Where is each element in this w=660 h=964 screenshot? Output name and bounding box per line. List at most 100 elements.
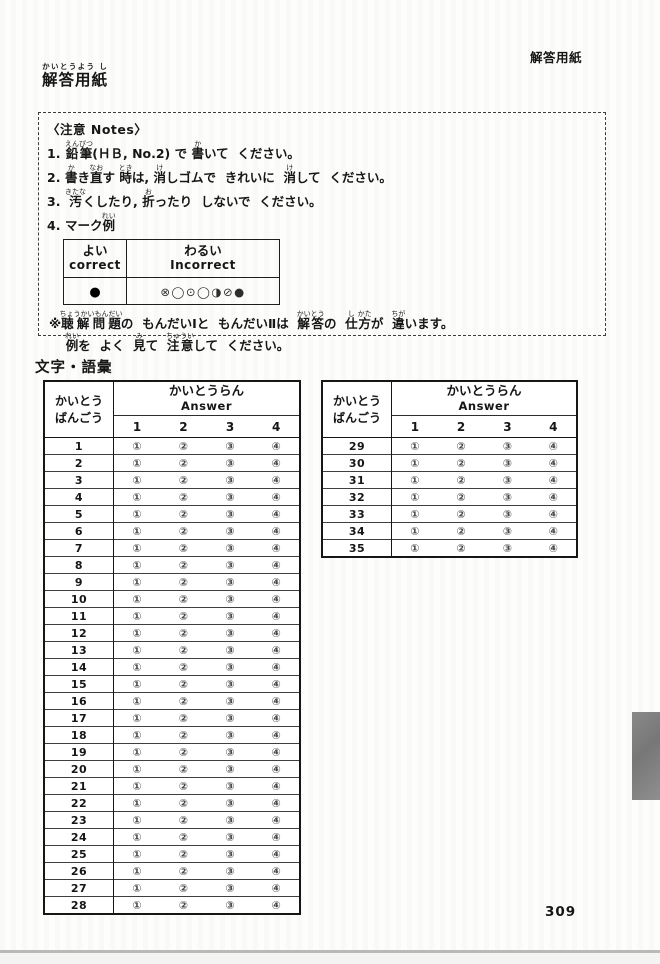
choice-bubble: ④ <box>253 641 300 659</box>
choice-bubble: ① <box>113 675 161 693</box>
choice-col-header: 1 <box>391 415 438 438</box>
note-item-number: 4. <box>47 218 61 234</box>
choice-bubble: ③ <box>206 760 254 778</box>
choice-bubble: ② <box>160 488 207 506</box>
answer-row-number: 27 <box>44 879 114 897</box>
choice-bubble: ② <box>160 641 207 659</box>
note-item: 1. 鉛筆えんぴつ(ＨＢ, No.2) で 書かいて ください。 <box>47 140 595 163</box>
choice-bubble: ① <box>391 471 438 489</box>
choice-bubble: ① <box>113 539 161 557</box>
answer-row: 22 ① ② ③ ④ <box>44 794 300 812</box>
choice-bubble: ① <box>391 488 438 506</box>
choice-bubble: ④ <box>253 675 300 693</box>
answer-row-number: 23 <box>44 811 114 829</box>
choice-bubble: ① <box>113 590 161 608</box>
answer-row-number: 26 <box>44 862 114 880</box>
answer-row: 21 ① ② ③ ④ <box>44 777 300 795</box>
choice-bubble: ① <box>113 573 161 591</box>
answer-row: 29 ① ② ③ ④ <box>322 437 577 455</box>
bad-mark-glyph: ⊗ <box>160 285 172 299</box>
choice-bubble: ④ <box>253 573 300 591</box>
choice-bubble: ③ <box>206 743 254 761</box>
choice-bubble: ② <box>160 556 207 574</box>
page-edge-index-tab <box>632 712 660 800</box>
choice-bubble: ① <box>113 845 161 863</box>
footnote-line: ※聴解問題ちょうかいもんだいの もんだいⅠと もんだいⅡは 解答かいとうの 仕し… <box>49 309 454 331</box>
choice-bubble: ② <box>160 896 207 914</box>
note-item-number: 1. <box>47 146 61 161</box>
mark-bad-examples: ⊗◯⊙◯◑⊘● <box>126 276 280 305</box>
choice-bubble: ③ <box>484 471 531 489</box>
choice-bubble: ④ <box>253 658 300 676</box>
choice-bubble: ③ <box>484 539 531 557</box>
choice-bubble: ① <box>113 811 161 829</box>
choice-bubble: ③ <box>206 488 254 506</box>
choice-bubble: ① <box>391 454 438 472</box>
choice-bubble: ① <box>391 522 438 540</box>
answer-row-number: 29 <box>322 437 392 455</box>
answer-row: 15 ① ② ③ ④ <box>44 675 300 693</box>
answer-row-number: 2 <box>44 454 114 472</box>
answer-row: 25 ① ② ③ ④ <box>44 845 300 863</box>
choice-bubble: ③ <box>502 439 513 453</box>
choice-bubble: ④ <box>253 828 300 846</box>
choice-bubble: ① <box>113 641 161 659</box>
ruby-word: 直なお <box>89 164 104 186</box>
answer-row: 1 ① ② ③ ④ <box>44 437 300 455</box>
choice-bubble: ② <box>160 828 207 846</box>
ruby-word: 鉛筆えんぴつ <box>65 140 93 162</box>
bad-mark-glyph: ◯ <box>171 285 186 299</box>
choice-col-header: 4 <box>253 415 300 438</box>
choice-bubble: ① <box>113 658 161 676</box>
choice-bubble: ① <box>113 794 161 812</box>
choice-bubble: ① <box>113 879 161 897</box>
choice-bubble: ③ <box>206 505 254 523</box>
notes-heading: 〈注意 Notes〉 <box>47 122 148 137</box>
answer-row-number: 35 <box>322 539 392 557</box>
answer-row: 13 ① ② ③ ④ <box>44 641 300 659</box>
choice-bubble: ② <box>160 794 207 812</box>
ruby-word: 聴解問題ちょうかいもんだい <box>59 309 123 331</box>
answer-row: 30 ① ② ③ ④ <box>322 454 577 472</box>
answer-row-number: 19 <box>44 743 114 761</box>
bad-mark-glyph: ⊙ <box>185 285 198 299</box>
choice-bubble: ① <box>113 505 161 523</box>
choice-bubble: ② <box>160 743 207 761</box>
ruby-word: 書か <box>65 164 78 186</box>
choice-bubble: ④ <box>253 539 300 557</box>
choice-bubble: ② <box>160 658 207 676</box>
page-bottom-edge-line <box>0 950 660 953</box>
answer-number-header: かいとう ばんごう <box>44 381 114 438</box>
choice-bubble: ③ <box>206 454 254 472</box>
answer-row-number: 22 <box>44 794 114 812</box>
choice-bubble: ③ <box>206 590 254 608</box>
answer-row-number: 7 <box>44 539 114 557</box>
choice-bubble: ② <box>160 692 207 710</box>
answer-area-header: かいとうらん Answer <box>113 381 300 416</box>
answer-row-number: 14 <box>44 658 114 676</box>
choice-bubble: ② <box>160 862 207 880</box>
answer-row: 26 ① ② ③ ④ <box>44 862 300 880</box>
choice-bubble: ① <box>113 743 161 761</box>
choice-bubble: ④ <box>253 488 300 506</box>
section-title: 文字・語彙 <box>35 360 113 376</box>
choice-bubble: ③ <box>206 896 254 914</box>
choice-bubble: ④ <box>253 522 300 540</box>
answer-row: 34 ① ② ③ ④ <box>322 522 577 540</box>
choice-bubble: ① <box>391 505 438 523</box>
choice-bubble: ④ <box>253 777 300 795</box>
ruby-word: 例れい <box>101 212 116 234</box>
answer-row-number: 5 <box>44 505 114 523</box>
answer-number-header: かいとう ばんごう <box>322 381 392 438</box>
choice-bubble: ④ <box>253 505 300 523</box>
choice-bubble: ② <box>437 471 485 489</box>
answer-row: 28 ① ② ③ ④ <box>44 896 300 914</box>
mark-good-header: よい correct <box>63 238 127 278</box>
notes-box: 〈注意 Notes〉 1. 鉛筆えんぴつ(ＨＢ, No.2) で 書かいて くださ… <box>38 112 606 353</box>
choice-bubble: ④ <box>253 794 300 812</box>
choice-bubble: ③ <box>206 658 254 676</box>
page-title: 解答用紙かいとうよう し <box>42 62 108 90</box>
